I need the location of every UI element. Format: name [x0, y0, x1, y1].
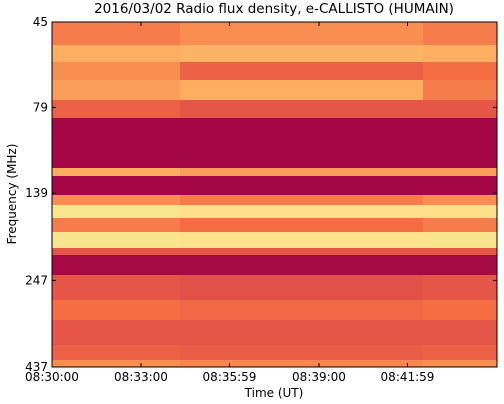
y-tick-label: 79 — [33, 100, 48, 114]
heatmap-cell — [52, 79, 181, 100]
heatmap-cell — [180, 217, 423, 232]
x-tick-label: 08:33:00 — [114, 370, 168, 384]
heatmap-cell — [52, 231, 181, 248]
heatmap-cell — [52, 217, 181, 232]
heatmap-cell — [52, 45, 181, 63]
heatmap-cell — [52, 62, 181, 80]
heatmap-cell — [422, 62, 497, 80]
heatmap-cell — [180, 62, 423, 80]
x-tick-label: 08:41:59 — [381, 370, 435, 384]
heatmap-cell — [180, 359, 423, 367]
heatmap-cell — [422, 168, 497, 176]
heatmap-cell — [422, 22, 497, 46]
heatmap-cell — [52, 99, 181, 118]
heatmap-cell — [52, 117, 181, 169]
x-tick-label: 08:30:00 — [25, 370, 79, 384]
heatmap-cell — [180, 299, 423, 320]
heatmap-cell — [180, 168, 423, 176]
heatmap-cell — [180, 175, 423, 196]
y-tick-label: 247 — [25, 273, 48, 287]
heatmap-cell — [180, 344, 423, 360]
heatmap-cell — [180, 274, 423, 300]
heatmap-cell — [422, 359, 497, 367]
plot-frame — [51, 21, 498, 368]
heatmap-cell — [422, 217, 497, 232]
heatmap-cell — [180, 205, 423, 218]
heatmap-cell — [422, 79, 497, 100]
heatmap-cell — [180, 319, 423, 345]
heatmap-cell — [422, 299, 497, 320]
heatmap-cell — [52, 168, 181, 176]
heatmap-cell — [180, 117, 423, 169]
heatmap-cell — [180, 254, 423, 275]
y-tick-label: 139 — [25, 186, 48, 200]
heatmap-cell — [422, 117, 497, 169]
heatmap-cell — [52, 274, 181, 300]
heatmap-cell — [52, 175, 181, 196]
heatmap-cell — [180, 99, 423, 118]
heatmap — [52, 22, 497, 367]
heatmap-cell — [52, 319, 181, 345]
heatmap-cell — [52, 254, 181, 275]
y-axis-label: Frequency (MHz) — [5, 144, 19, 245]
heatmap-cell — [422, 344, 497, 360]
heatmap-cell — [52, 359, 181, 367]
x-tick-label: 08:39:00 — [292, 370, 346, 384]
heatmap-cell — [52, 205, 181, 218]
heatmap-cell — [422, 274, 497, 300]
heatmap-cell — [180, 45, 423, 63]
heatmap-cell — [180, 22, 423, 46]
heatmap-cell — [422, 99, 497, 118]
heatmap-cell — [180, 231, 423, 248]
heatmap-cell — [52, 247, 181, 255]
heatmap-cell — [422, 195, 497, 206]
heatmap-cell — [422, 45, 497, 63]
x-axis-label: Time (UT) — [244, 386, 304, 400]
chart-title: 2016/03/02 Radio flux density, e-CALLIST… — [94, 1, 454, 17]
heatmap-cell — [422, 175, 497, 196]
y-tick-label: 437 — [25, 360, 48, 374]
heatmap-cell — [422, 319, 497, 345]
heatmap-cell — [422, 205, 497, 218]
heatmap-cell — [422, 247, 497, 255]
heatmap-cell — [180, 247, 423, 255]
heatmap-cell — [422, 254, 497, 275]
heatmap-cell — [52, 344, 181, 360]
heatmap-cell — [52, 299, 181, 320]
heatmap-cell — [422, 231, 497, 248]
heatmap-cell — [180, 79, 423, 100]
heatmap-cell — [52, 195, 181, 206]
x-tick-label: 08:35:59 — [203, 370, 257, 384]
heatmap-cell — [180, 195, 423, 206]
heatmap-cell — [52, 22, 181, 46]
y-tick-label: 45 — [33, 15, 48, 29]
